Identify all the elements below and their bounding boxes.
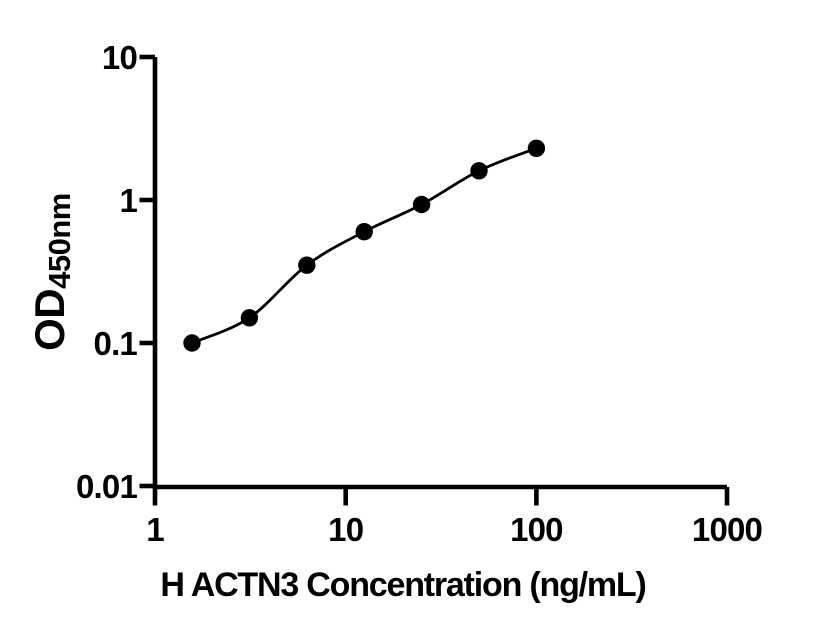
x-tick-label-10: 10 — [328, 511, 363, 548]
data-point — [412, 195, 431, 214]
data-point — [183, 334, 201, 352]
y-tick-label-0-1: 0.1 — [94, 325, 138, 362]
y-tick-label-1: 1 — [119, 182, 137, 219]
data-point — [355, 223, 373, 241]
data-point — [240, 309, 259, 327]
data-points — [183, 139, 546, 352]
data-point — [470, 162, 488, 180]
x-axis-ticks — [152, 487, 730, 506]
x-tick-label-100: 100 — [510, 511, 563, 548]
x-axis-title: H ACTN3 Concentration (ng/mL) — [160, 566, 645, 604]
y-axis-title: OD450nm — [26, 193, 77, 351]
y-axis-title-subscript: 450nm — [42, 193, 77, 289]
data-point — [527, 139, 546, 157]
axis-spine — [152, 57, 727, 490]
y-axis-ticks — [139, 54, 155, 489]
y-axis-title-main: OD — [26, 289, 73, 351]
x-tick-label-1000: 1000 — [692, 511, 762, 548]
y-tick-label-0-01: 0.01 — [76, 468, 137, 505]
x-tick-label-1: 1 — [146, 511, 164, 548]
y-tick-label-10: 10 — [102, 39, 137, 76]
data-point — [298, 256, 316, 274]
